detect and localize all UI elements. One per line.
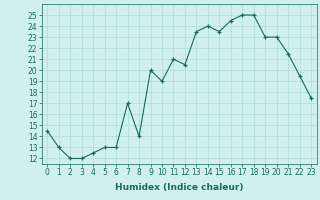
X-axis label: Humidex (Indice chaleur): Humidex (Indice chaleur) (115, 183, 244, 192)
